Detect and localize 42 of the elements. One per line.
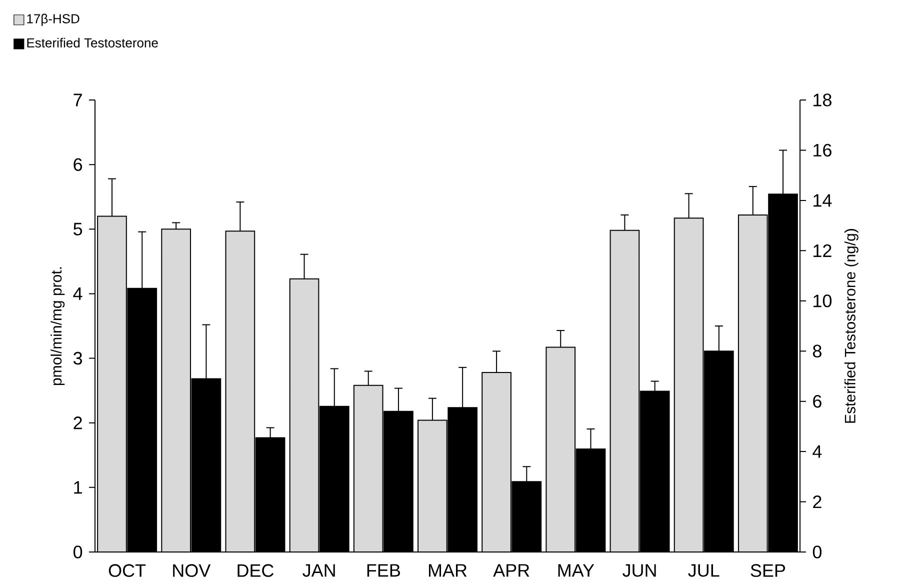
x-tick-label: SEP: [750, 564, 786, 577]
y-tick-label: 0: [74, 546, 82, 558]
y2-tick-label: 18: [814, 94, 832, 106]
y2-tick-label: 0: [812, 546, 822, 558]
y2-tick-label: 4: [812, 445, 822, 458]
x-tick-label: APR: [493, 564, 530, 577]
bar: [418, 420, 447, 552]
legend-label: 17β-HSD: [27, 14, 80, 26]
bar: [482, 372, 511, 552]
bar: [546, 347, 576, 552]
y-axis-title: pmol/min/mg prot.: [50, 267, 65, 386]
y-tick-label: 7: [74, 94, 82, 106]
x-tick-label: MAR: [428, 564, 467, 577]
y-tick-label: 4: [73, 288, 82, 300]
x-tick-label: FEB: [367, 564, 400, 577]
y-tick-label: 5: [74, 222, 82, 236]
x-tick-label: OCT: [108, 564, 146, 577]
x-tick-label: MAY: [558, 564, 594, 577]
y2-tick-label: 8: [812, 344, 822, 358]
x-tick-label: DEC: [238, 564, 274, 577]
legend-label: Esterified Testosterone: [27, 38, 158, 48]
bar: [98, 216, 126, 552]
bar: [354, 385, 383, 552]
y2-tick-label: 2: [813, 496, 822, 508]
y2-tick-label: 12: [814, 244, 832, 257]
y2-tick-label: 10: [814, 294, 832, 308]
x-tick-label: NOV: [173, 564, 211, 577]
y-tick-label: 6: [74, 158, 82, 171]
y-tick-label: 3: [73, 352, 82, 365]
bar: [674, 218, 704, 552]
y-tick-label: 2: [74, 416, 82, 430]
bar: [162, 229, 190, 552]
y2-axis-title: Esterified Testosterone (ng/g): [844, 229, 858, 423]
x-tick-label: JAN: [302, 564, 335, 577]
y2-tick-label: 14: [814, 194, 832, 207]
x-tick-label: JUL: [688, 564, 720, 577]
y2-tick-label: 16: [814, 144, 832, 157]
y2-tick-label: 6: [813, 394, 822, 408]
x-tick-label: JUN: [622, 564, 656, 577]
y-tick-label: 1: [74, 481, 82, 494]
bar: [226, 231, 255, 552]
bar: [610, 230, 640, 552]
